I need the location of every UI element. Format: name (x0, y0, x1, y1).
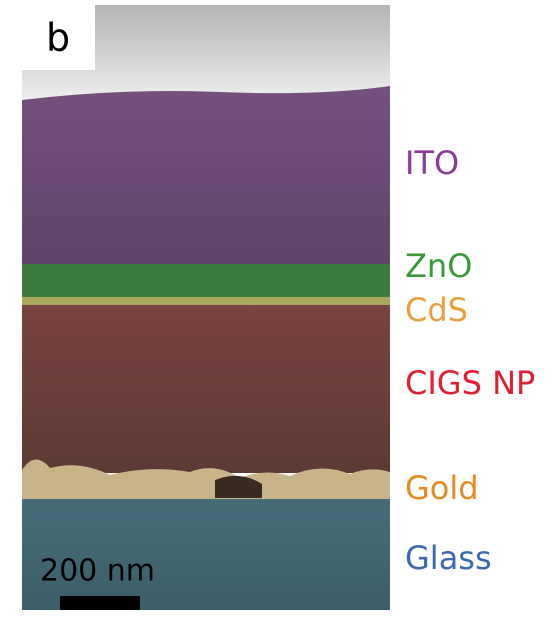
layer-label: Gold (405, 469, 479, 507)
layer-label: ZnO (405, 247, 472, 285)
panel-label: b (46, 16, 70, 60)
layer-label: CdS (405, 291, 468, 329)
figure: b 200 nm ITO ZnO CdS CIGS NP Gold Glass (0, 0, 560, 628)
layer-label: CIGS NP (405, 364, 535, 402)
scale-bar (60, 596, 140, 610)
cds-layer (22, 297, 390, 306)
cigs-layer (22, 305, 390, 473)
layer-label: Glass (405, 539, 492, 577)
zno-layer (22, 264, 390, 298)
layer-label: ITO (405, 144, 459, 182)
sem-image: b 200 nm (22, 5, 390, 610)
ito-layer (22, 86, 390, 266)
scale-label: 200 nm (40, 554, 155, 589)
